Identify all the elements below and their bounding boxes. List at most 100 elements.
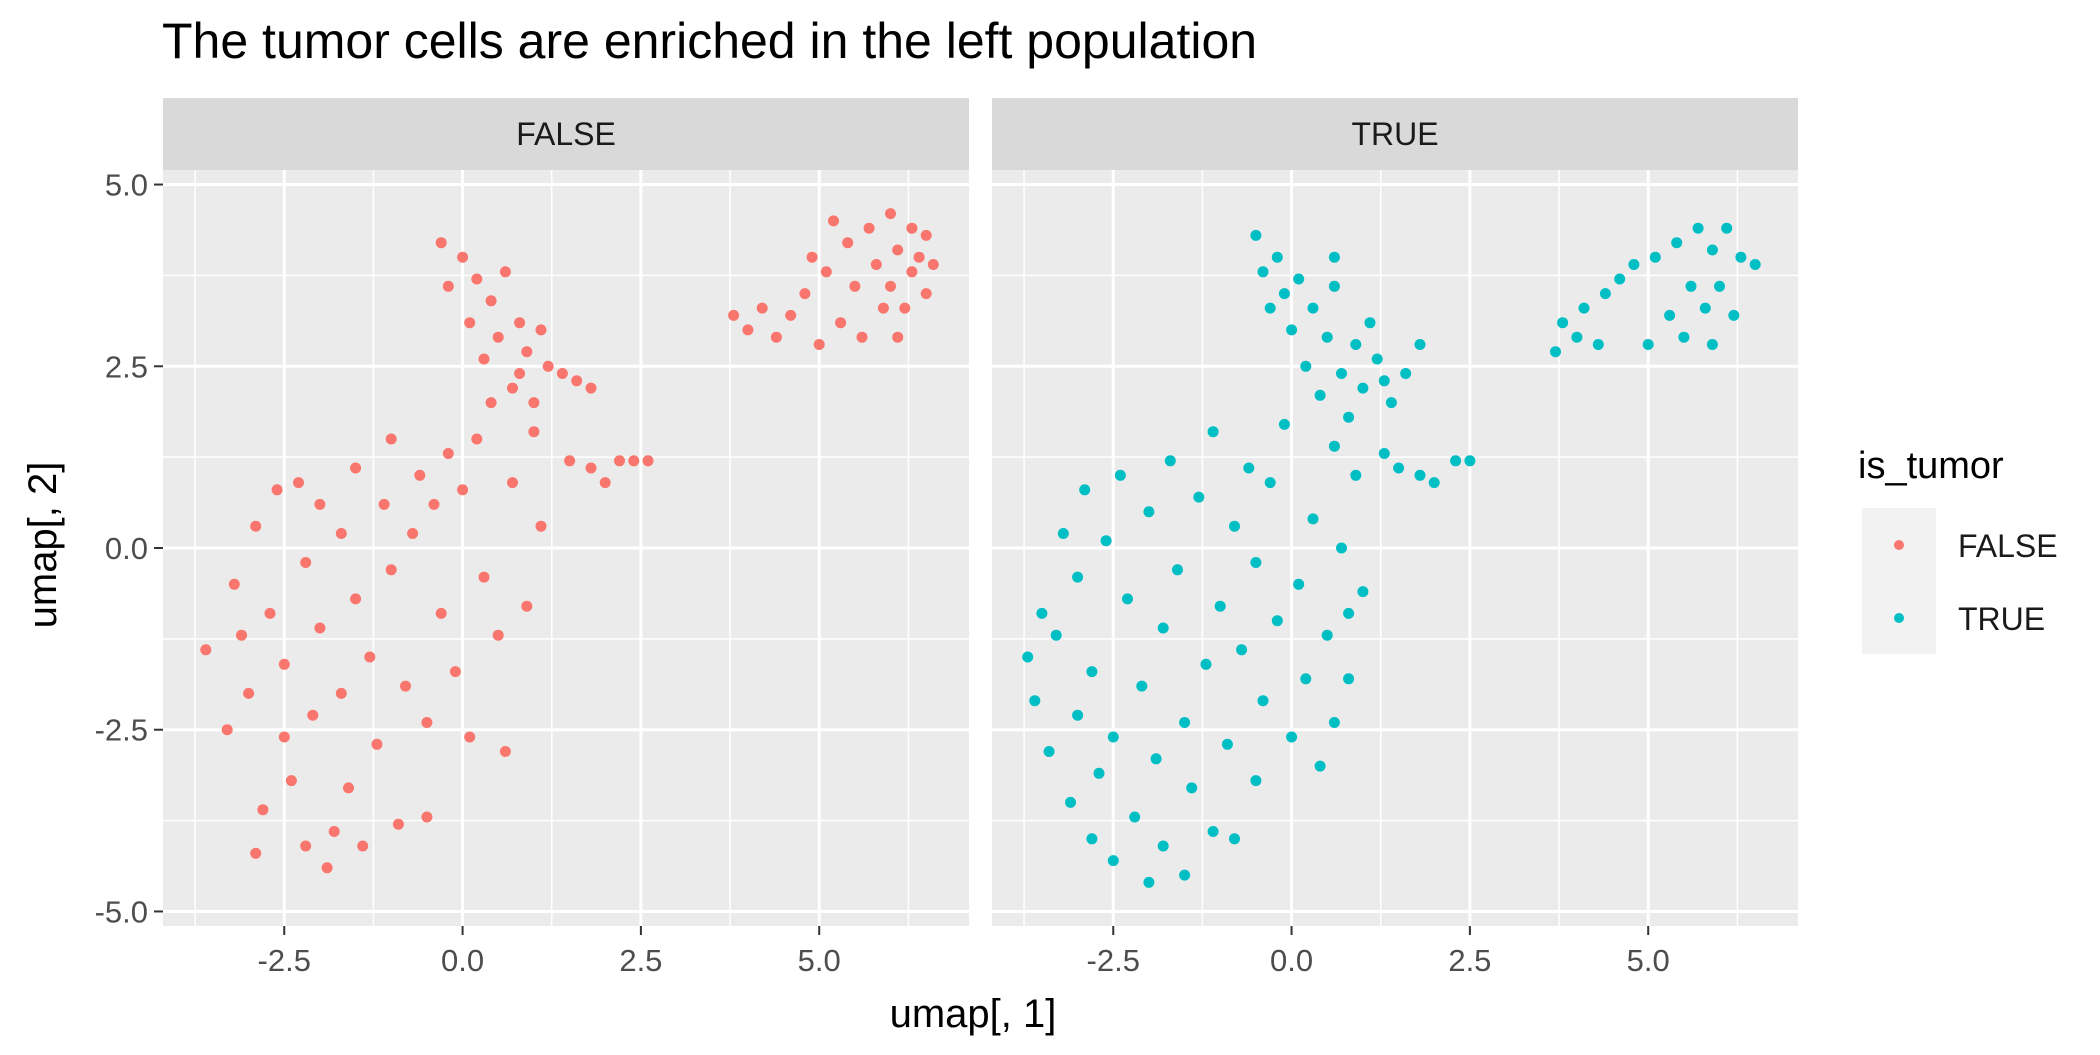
data-point — [1328, 251, 1340, 263]
data-point — [1143, 506, 1155, 518]
data-point — [1043, 746, 1055, 757]
data-point — [799, 288, 811, 300]
data-point — [1057, 528, 1069, 539]
data-point — [521, 600, 533, 612]
data-point — [913, 251, 925, 263]
data-point — [1343, 673, 1355, 685]
data-point — [392, 818, 404, 830]
data-point — [828, 215, 839, 227]
data-point — [1072, 709, 1084, 721]
data-point — [464, 317, 476, 329]
data-point — [507, 477, 518, 489]
data-point — [307, 709, 319, 721]
data-point — [385, 564, 397, 576]
data-point — [1136, 680, 1148, 692]
data-point — [1114, 469, 1126, 481]
data-point — [435, 607, 447, 619]
data-point — [564, 455, 576, 467]
data-point — [350, 462, 362, 474]
data-point — [421, 811, 433, 823]
data-point — [1229, 520, 1240, 532]
data-point — [228, 578, 240, 590]
data-point — [1699, 302, 1711, 314]
data-point — [1378, 375, 1390, 387]
data-point — [585, 462, 597, 474]
data-point — [1428, 477, 1440, 489]
data-point — [1186, 782, 1198, 794]
data-point — [870, 259, 882, 270]
data-point — [1172, 564, 1183, 576]
data-point — [492, 331, 504, 343]
facet-strip-label: FALSE — [516, 116, 616, 152]
data-point — [314, 622, 326, 634]
data-point — [892, 244, 904, 256]
facet-strip — [992, 98, 1798, 170]
data-point — [1286, 731, 1298, 743]
data-point — [585, 382, 597, 394]
data-point — [1393, 462, 1405, 474]
data-point — [535, 520, 547, 532]
data-point — [1157, 840, 1169, 852]
data-point — [1343, 411, 1355, 423]
data-point — [1400, 368, 1412, 379]
data-point — [343, 782, 354, 794]
data-point — [350, 593, 362, 605]
facet-panels: FALSE -2.5 0.0 2.5 5.0 -5.0 -2.5 0.0 2.5 5.0 TRUE -… — [95, 98, 1798, 978]
data-point — [885, 208, 896, 220]
data-point — [920, 288, 932, 300]
data-point — [243, 687, 255, 699]
data-point — [1592, 339, 1604, 350]
data-point — [1293, 578, 1305, 590]
data-point — [1692, 222, 1704, 234]
data-point — [485, 295, 497, 307]
legend-title: is_tumor — [1858, 445, 2004, 487]
data-point — [385, 433, 397, 445]
data-point — [1207, 826, 1219, 837]
data-point — [728, 309, 740, 321]
data-point — [1179, 717, 1191, 728]
data-point — [407, 528, 419, 539]
facet-panel-0: FALSE -2.5 0.0 2.5 5.0 -5.0 -2.5 0.0 2.5 5.0 — [95, 98, 969, 978]
data-point — [457, 251, 469, 263]
data-point — [1236, 644, 1248, 656]
y-axis-label: umap[, 2] — [21, 462, 65, 629]
data-point — [514, 368, 526, 379]
data-point — [1307, 513, 1319, 525]
legend-label-true: TRUE — [1958, 601, 2045, 637]
data-point — [1086, 833, 1098, 845]
data-point — [1107, 855, 1119, 867]
data-point — [1122, 593, 1133, 605]
data-point — [514, 317, 526, 329]
data-point — [1143, 876, 1155, 888]
data-point — [499, 746, 511, 757]
data-point — [478, 353, 490, 365]
x-tick-label: 0.0 — [1270, 943, 1313, 978]
data-point — [421, 717, 433, 728]
y-tick-label: -2.5 — [95, 713, 148, 748]
data-point — [1264, 302, 1276, 314]
data-point — [378, 498, 390, 510]
data-point — [1571, 331, 1583, 343]
data-point — [1250, 229, 1262, 241]
data-point — [1557, 317, 1569, 329]
data-point — [1300, 673, 1312, 685]
data-point — [842, 237, 854, 249]
y-tick-label: 2.5 — [105, 349, 148, 384]
data-point — [285, 775, 297, 787]
y-tick-label: 5.0 — [105, 168, 148, 203]
data-point — [1378, 448, 1390, 459]
data-point — [335, 528, 347, 539]
x-axis-label: umap[, 1] — [890, 992, 1057, 1036]
data-point — [357, 840, 369, 852]
data-point — [1414, 339, 1426, 350]
data-point — [1250, 557, 1262, 568]
data-point — [885, 280, 896, 292]
data-point — [1706, 244, 1718, 256]
facet-panel-1: TRUE -2.5 0.0 2.5 5.0 — [992, 98, 1798, 978]
data-point — [1257, 695, 1269, 707]
data-point — [428, 498, 440, 510]
data-point — [221, 724, 233, 736]
data-point — [264, 607, 276, 619]
point-layer — [200, 208, 939, 874]
